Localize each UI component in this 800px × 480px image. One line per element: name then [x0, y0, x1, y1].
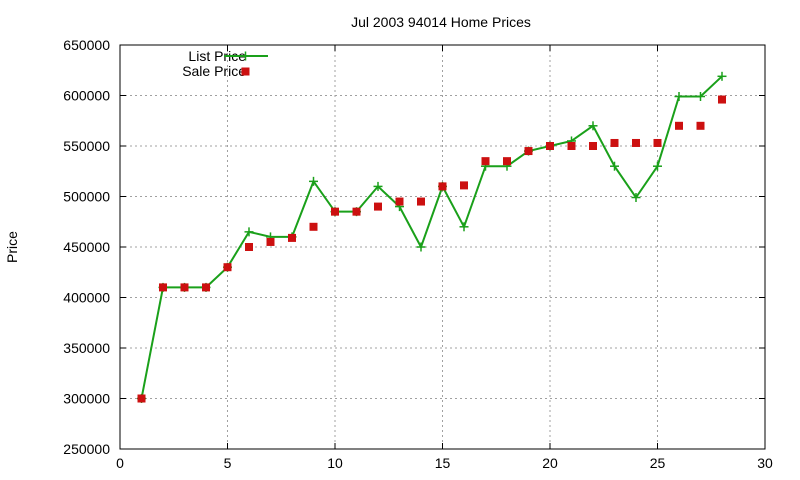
sale-price-point — [610, 138, 619, 147]
axis-ticks: 0 5 10 15 20 25 30 250000 300000 350000 400000 4500… — [63, 37, 773, 471]
list-price-point — [459, 222, 469, 232]
x-tick-label: 30 — [757, 455, 773, 471]
series-layer — [137, 71, 727, 403]
y-tick-label: 400000 — [63, 290, 110, 306]
sale-price-point — [245, 243, 253, 251]
y-tick-label: 500000 — [63, 189, 110, 205]
legend-marker-sale-price — [241, 67, 250, 76]
list-price-point — [373, 181, 383, 191]
y-axis-label: Price — [4, 231, 20, 263]
sale-price-point — [417, 197, 425, 206]
sale-price-point — [589, 142, 597, 150]
chart-title: Jul 2003 94014 Home Prices — [351, 14, 531, 30]
list-price-point — [610, 161, 619, 171]
sale-price-point — [331, 207, 339, 216]
sale-price-point — [460, 181, 468, 190]
sale-price-point — [546, 142, 554, 150]
y-tick-label: 450000 — [63, 239, 110, 255]
list-price-point — [588, 121, 598, 131]
x-tick-label: 0 — [116, 455, 124, 471]
sale-price-point — [223, 263, 232, 272]
sale-price-point — [567, 142, 576, 150]
sale-price-point — [352, 207, 361, 216]
sale-price-point — [288, 233, 296, 242]
list-price-point — [653, 161, 662, 171]
sale-price-point — [266, 237, 275, 246]
sale-price-point — [180, 283, 189, 292]
legend-label-list-price: List Price — [188, 48, 246, 64]
list-price-point — [631, 193, 641, 203]
y-tick-label: 300000 — [63, 391, 110, 407]
list-price-point — [696, 92, 705, 102]
sale-price-point — [524, 147, 533, 156]
sale-price-point — [653, 138, 662, 147]
list-price-point — [309, 176, 318, 186]
sale-price-point — [718, 95, 726, 104]
sale-price-point — [309, 222, 318, 231]
x-tick-label: 25 — [650, 455, 666, 471]
x-tick-label: 20 — [542, 455, 558, 471]
y-tick-label: 350000 — [63, 340, 110, 356]
list-price-point — [416, 242, 426, 252]
legend-label-sale-price: Sale Price — [182, 63, 246, 79]
sale-price-point — [137, 394, 146, 403]
sale-price-point — [503, 157, 511, 166]
y-tick-label: 650000 — [63, 37, 110, 53]
sale-price-point — [202, 283, 210, 292]
x-tick-label: 15 — [435, 455, 451, 471]
list-price-point — [717, 71, 727, 81]
sale-price-point — [374, 202, 382, 211]
sale-price-point — [481, 157, 490, 166]
sale-price-point — [696, 121, 705, 130]
grid — [120, 45, 765, 449]
sale-price-point — [675, 121, 683, 130]
sale-price-point — [438, 182, 447, 191]
sale-price-point — [159, 283, 167, 292]
x-tick-label: 5 — [224, 455, 232, 471]
x-tick-label: 10 — [327, 455, 343, 471]
list-price-point — [244, 227, 254, 237]
y-tick-label: 600000 — [63, 88, 110, 104]
y-tick-label: 550000 — [63, 138, 110, 154]
sale-price-point — [632, 138, 640, 147]
sale-price-point — [395, 197, 404, 206]
list-price-line — [140, 75, 723, 399]
y-tick-label: 250000 — [63, 441, 110, 457]
list-price-point — [674, 92, 684, 102]
